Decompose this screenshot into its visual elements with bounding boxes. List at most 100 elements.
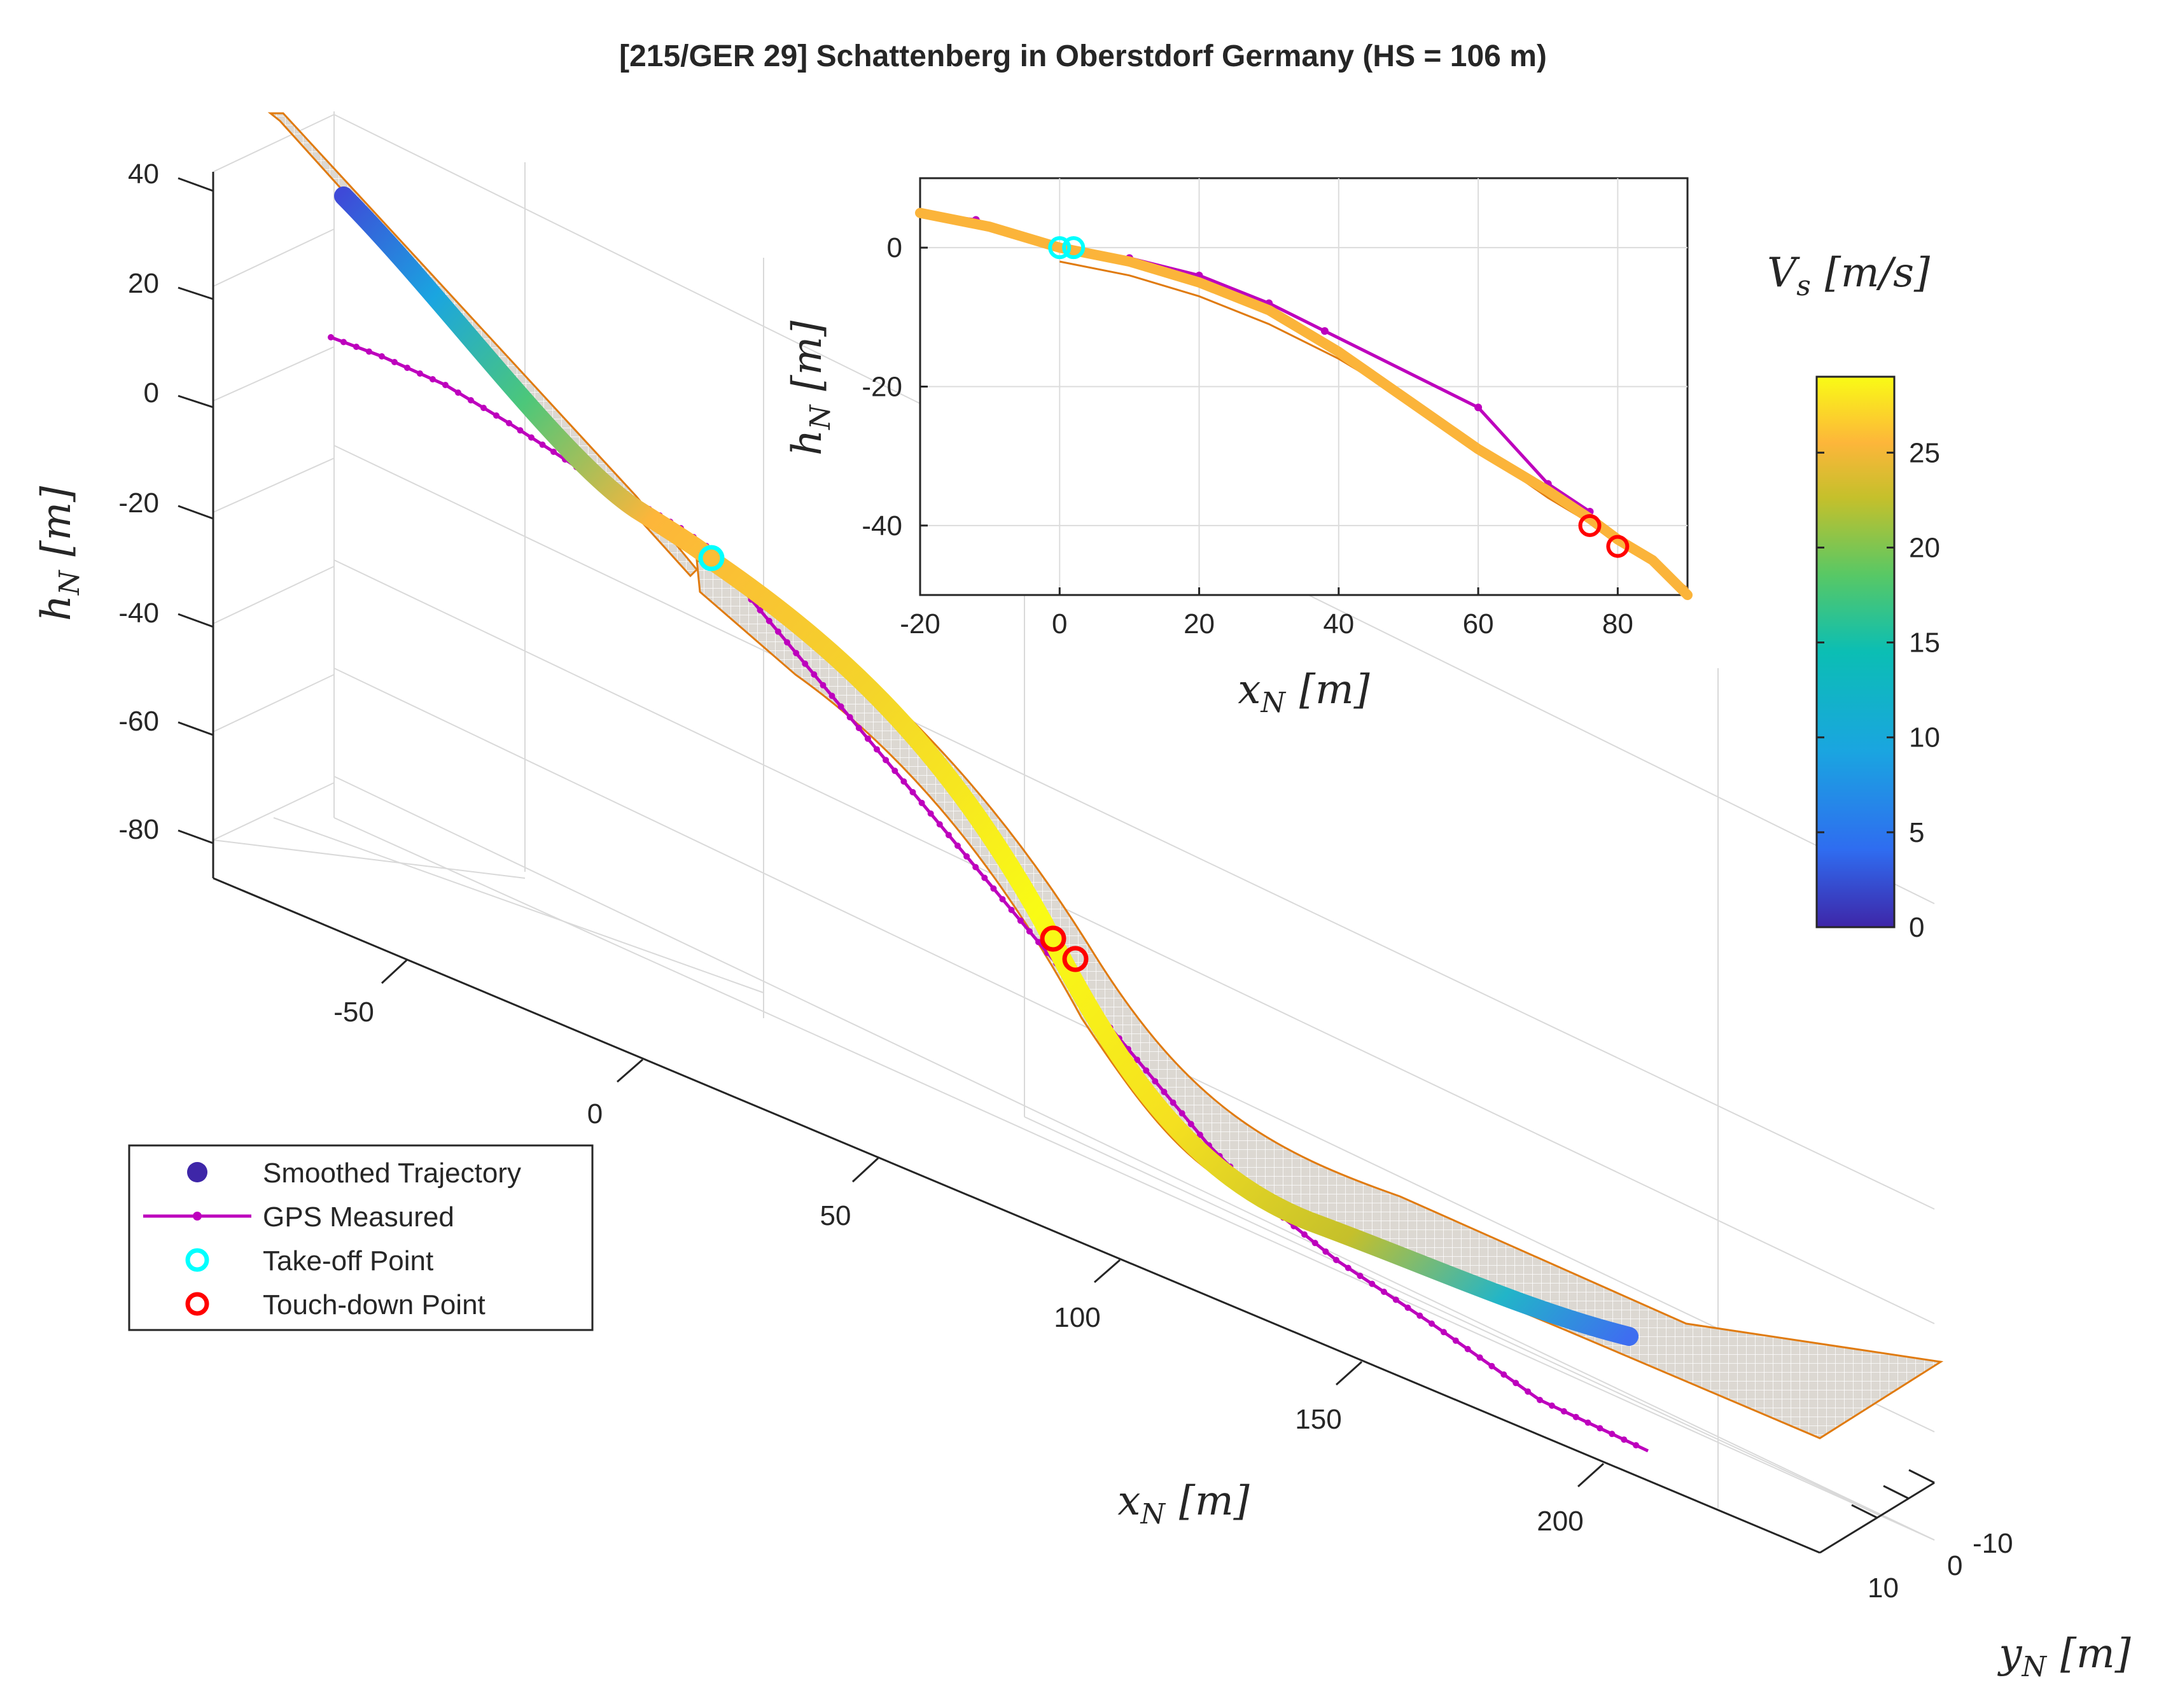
gps-point bbox=[1476, 1354, 1483, 1361]
gps-point bbox=[404, 365, 410, 371]
take-off-point-marker bbox=[698, 545, 725, 571]
gps-point bbox=[468, 397, 474, 403]
gps-point bbox=[954, 843, 961, 849]
colorbar-label: Vs [m/s] bbox=[1767, 249, 1931, 302]
gps-point bbox=[1416, 1312, 1423, 1319]
gps-point bbox=[874, 746, 880, 753]
gps-point bbox=[1008, 906, 1015, 913]
gps-point bbox=[1301, 1231, 1308, 1238]
x-tick-label: 150 bbox=[1295, 1404, 1341, 1435]
gps-point bbox=[802, 661, 809, 667]
y-tick-label: 0 bbox=[1947, 1550, 1962, 1581]
gps-point bbox=[927, 810, 934, 817]
inset-series bbox=[915, 207, 1693, 600]
inset-x-tick-label: 40 bbox=[1323, 608, 1354, 640]
gps-point bbox=[379, 353, 385, 360]
gps-point bbox=[918, 799, 925, 806]
x-axis-label: xN [m] bbox=[1117, 1478, 1250, 1530]
gps-point bbox=[828, 692, 835, 699]
gps-point bbox=[765, 617, 772, 624]
gps-point bbox=[864, 735, 871, 742]
gps-point bbox=[455, 389, 461, 396]
gps-point bbox=[1560, 1408, 1567, 1415]
inset-plot: -20 0 20 40 60 80 0 -20 -40 xN [m] hN[m] bbox=[784, 177, 1693, 719]
gps-point bbox=[784, 639, 790, 646]
y-axis-ticks bbox=[1851, 1469, 1935, 1519]
inset-gps-point bbox=[1474, 403, 1483, 412]
gps-point bbox=[1429, 1320, 1435, 1327]
colorbar-ticks: 0 5 10 15 20 25 bbox=[1817, 437, 1940, 943]
legend-marker-touchdown bbox=[185, 1292, 209, 1316]
gps-point bbox=[1357, 1273, 1364, 1279]
gps-point bbox=[1572, 1413, 1579, 1420]
gps-point bbox=[480, 405, 487, 411]
inset-take-off-marker bbox=[1062, 236, 1086, 260]
gps-point bbox=[353, 344, 360, 350]
legend-label: Smoothed Trajectory bbox=[263, 1158, 521, 1189]
gps-point bbox=[1633, 1442, 1640, 1449]
gps-point bbox=[550, 449, 557, 455]
z-tick-label: 20 bbox=[128, 268, 159, 299]
gps-point bbox=[1369, 1280, 1376, 1287]
x-tick-label: 100 bbox=[1054, 1302, 1100, 1333]
colorbar-tick-label: 10 bbox=[1909, 722, 1940, 753]
legend-label: GPS Measured bbox=[263, 1201, 454, 1233]
gps-point bbox=[1035, 939, 1042, 946]
gps-point bbox=[1152, 1078, 1159, 1085]
inset-y-tick-labels: 0 -20 -40 bbox=[862, 232, 902, 542]
gps-point bbox=[493, 412, 500, 419]
gps-point bbox=[1609, 1431, 1616, 1438]
colorbar-tick-label: 20 bbox=[1909, 532, 1940, 563]
gps-point bbox=[945, 832, 952, 839]
gps-point bbox=[999, 896, 1006, 903]
gps-point bbox=[1548, 1402, 1555, 1409]
inset-y-tick-label: -20 bbox=[862, 372, 902, 403]
gps-point bbox=[1333, 1257, 1339, 1263]
gps-point bbox=[820, 682, 827, 689]
y-tick-label: -10 bbox=[1973, 1528, 2013, 1559]
gps-point bbox=[1597, 1425, 1604, 1432]
z-tick-label: -60 bbox=[118, 706, 159, 737]
chart-title: [215/GER 29] Schattenberg in Oberstdorf … bbox=[619, 39, 1547, 73]
colorbar: 0 5 10 15 20 25 Vs [m/s] bbox=[1767, 249, 1940, 943]
gps-point bbox=[972, 864, 979, 871]
gps-point bbox=[1196, 1131, 1203, 1138]
legend-marker-takeoff bbox=[185, 1248, 209, 1272]
gps-point bbox=[855, 725, 862, 731]
gps-point bbox=[1464, 1346, 1471, 1352]
gps-point bbox=[1440, 1329, 1447, 1336]
gps-point bbox=[506, 420, 512, 426]
inset-y-axis-label: hN[m] bbox=[784, 320, 837, 456]
gps-point bbox=[417, 370, 423, 377]
z-axis-label: hN[m] bbox=[33, 486, 86, 621]
gps-point bbox=[328, 334, 334, 340]
gps-point bbox=[900, 778, 907, 785]
touch-down-point-marker bbox=[1040, 925, 1066, 952]
x-axis-tick-labels: -50 0 50 100 150 200 bbox=[333, 997, 1584, 1537]
z-tick-label: -80 bbox=[118, 814, 159, 845]
inset-x-tick-label: 60 bbox=[1463, 608, 1494, 640]
gps-point bbox=[811, 671, 818, 678]
gps-point bbox=[340, 339, 347, 346]
gps-point bbox=[442, 382, 449, 388]
gps-point bbox=[1584, 1419, 1591, 1426]
gps-point bbox=[1161, 1088, 1168, 1095]
z-tick-label: -20 bbox=[118, 487, 159, 519]
z-tick-label: -40 bbox=[118, 598, 159, 629]
gps-point bbox=[1621, 1436, 1628, 1443]
x-tick-label: 0 bbox=[587, 1098, 603, 1130]
gps-point bbox=[1488, 1362, 1495, 1369]
gps-point bbox=[1452, 1337, 1459, 1344]
gps-point bbox=[1311, 1240, 1318, 1247]
z-tick-label: 40 bbox=[128, 158, 159, 190]
legend-label: Touch-down Point bbox=[263, 1289, 486, 1320]
gps-point bbox=[757, 606, 764, 613]
gps-point bbox=[1500, 1371, 1507, 1378]
gps-point bbox=[528, 434, 535, 441]
gps-point bbox=[1525, 1388, 1532, 1395]
smoothed-trajectory-line bbox=[334, 186, 1638, 1346]
legend-label: Take-off Point bbox=[263, 1245, 433, 1277]
inset-take-off-marker bbox=[1048, 236, 1072, 260]
legend-marker-gps-dot bbox=[193, 1212, 202, 1221]
gps-point bbox=[1017, 917, 1024, 924]
